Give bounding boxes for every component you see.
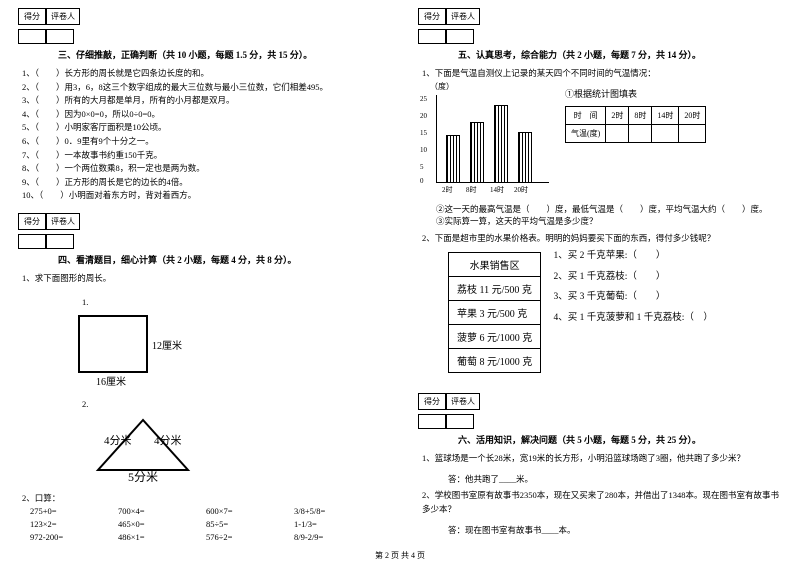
judge-9: 9、（ ）正方形的周长是它的边长的4倍。 <box>22 176 382 190</box>
q5-2: 2、下面是超市里的水果价格表。明明的妈妈要买下面的东西，得付多少钱呢？ <box>422 232 782 246</box>
a6-1: 答：他共跑了____米。 <box>448 473 782 485</box>
judge-4: 4、（ ）因为0×0=0，所以0÷0=0。 <box>22 108 382 122</box>
section-4-title: 四、看清题目，细心计算（共 2 小题，每题 4 分，共 8 分）。 <box>58 253 382 266</box>
bar-chart: （度） 25 20 15 10 5 0 2时 8时 14时 20时 <box>418 87 553 197</box>
score-box-6: 得分 评卷人 <box>418 393 782 410</box>
section-3-title: 三、仔细推敲，正确判断（共 10 小题，每题 1.5 分，共 15 分）。 <box>58 48 382 61</box>
calc-row-1: 275+0=700×4=600×7=3/8+5/8= <box>30 505 382 518</box>
calc-row-2: 123×2=465×0=85÷5=1-1/3= <box>30 518 382 531</box>
left-column: 得分 评卷人 三、仔细推敲，正确判断（共 10 小题，每题 1.5 分，共 15… <box>0 0 400 545</box>
section-6-title: 六、活用知识，解决问题（共 5 小题，每题 5 分，共 25 分）。 <box>458 433 782 446</box>
judge-6: 6、（ ）0．9里有9个十分之一。 <box>22 135 382 149</box>
fig2-num: 2. <box>82 398 382 412</box>
rectangle-figure: 1. 12厘米 16厘米 <box>78 296 382 389</box>
buy-list: 1、买 2 千克苹果:（ ） 2、买 1 千克荔枝:（ ） 3、买 3 千克葡萄… <box>554 246 713 330</box>
chart-table-wrap: ①根据统计图填表 时 间 2时 8时 14时 20时 气温(度) <box>553 87 706 197</box>
bar-1 <box>446 135 460 183</box>
time-table: 时 间 2时 8时 14时 20时 气温(度) <box>565 106 706 143</box>
rectangle-shape <box>78 315 148 373</box>
q4-2: 2、口算： <box>22 492 382 506</box>
fruit-title: 水果销售区 <box>449 252 541 276</box>
table-note: ①根据统计图填表 <box>565 87 706 100</box>
triangle-figure: 2. 4分米 4分米 5分米 <box>78 398 382 484</box>
score-blank <box>18 29 46 44</box>
sub-q3: ③实际算一算，这天的平均气温是多少度？ <box>436 215 782 228</box>
sub-q2: ②这一天的最高气温是（ ）度，最低气温是（ ）度，平均气温大约（ ）度。 <box>436 203 782 216</box>
score-box-4: 得分 评卷人 <box>18 213 382 230</box>
y-unit: （度） <box>430 81 454 92</box>
a6-2: 答：现在图书室有故事书____本。 <box>448 524 782 536</box>
judge-2: 2、（ ）用3，6，8这三个数字组成的最大三位数与最小三位数，它们相差495。 <box>22 81 382 95</box>
page-footer: 第 2 页 共 4 页 <box>0 550 800 561</box>
bar-3 <box>494 105 508 183</box>
triangle-svg: 4分米 4分米 5分米 <box>78 412 208 482</box>
right-column: 得分 评卷人 五、认真思考，综合能力（共 2 小题，每题 7 分，共 14 分）… <box>400 0 800 545</box>
score-label: 得分 <box>18 8 46 25</box>
tri-right: 4分米 <box>154 434 182 447</box>
chart-area: （度） 25 20 15 10 5 0 2时 8时 14时 20时 ①根据统计图… <box>418 87 782 197</box>
calc-row-3: 972-200=486×1=576÷2=8/9-2/9= <box>30 531 382 544</box>
score-box-5: 得分 评卷人 <box>418 8 782 25</box>
q5-1: 1、下面是气温自测仪上记录的某天四个不同时间的气温情况： <box>422 67 782 81</box>
q4-1: 1、求下面图形的周长。 <box>22 272 382 286</box>
bar-2 <box>470 122 484 183</box>
judge-7: 7、（ ）一本故事书约重150千克。 <box>22 149 382 163</box>
section-5-title: 五、认真思考，综合能力（共 2 小题，每题 7 分，共 14 分）。 <box>458 48 782 61</box>
rect-width: 16厘米 <box>96 373 382 388</box>
judge-3: 3、（ ）所有的大月都是单月，所有的小月都是双月。 <box>22 94 382 108</box>
grader-blank <box>46 29 74 44</box>
tri-bottom: 5分米 <box>128 470 158 482</box>
judge-5: 5、（ ）小明家客厅面积是10公顷。 <box>22 121 382 135</box>
fruit-table: 水果销售区 荔枝 11 元/500 克 苹果 3 元/500 克 菠萝 6 元/… <box>448 252 541 373</box>
bar-4 <box>518 132 532 183</box>
q6-2: 2、学校图书室原有故事书2350本，现在又买来了280本，并借出了1348本。现… <box>422 489 782 516</box>
fruit-section: 水果销售区 荔枝 11 元/500 克 苹果 3 元/500 克 菠萝 6 元/… <box>418 246 782 379</box>
rect-height: 12厘米 <box>152 337 182 352</box>
grader-label: 评卷人 <box>46 8 80 25</box>
tri-left: 4分米 <box>104 434 132 447</box>
q6-1: 1、篮球场是一个长28米，宽19米的长方形，小明沿篮球场跑了3圈，他共跑了多少米… <box>422 452 782 466</box>
score-box-3-blank <box>18 29 382 44</box>
judge-list: 1、（ ）长方形的周长就是它四条边长度的和。 2、（ ）用3，6，8这三个数字组… <box>18 67 382 203</box>
score-box-3: 得分 评卷人 <box>18 8 382 25</box>
judge-10: 10、（ ）小明面对着东方时，背对着西方。 <box>22 189 382 203</box>
judge-1: 1、（ ）长方形的周长就是它四条边长度的和。 <box>22 67 382 81</box>
fig1-num: 1. <box>82 296 382 310</box>
judge-8: 8、（ ）一个两位数乘8，积一定也是两为数。 <box>22 162 382 176</box>
